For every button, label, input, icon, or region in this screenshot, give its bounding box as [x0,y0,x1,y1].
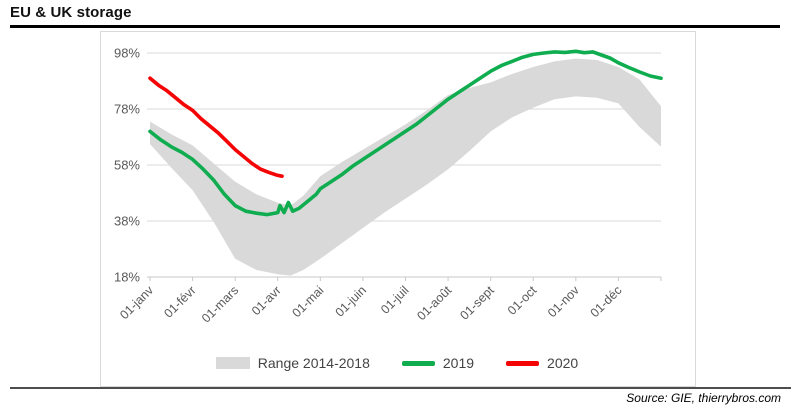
x-tick-label: 01-févr [161,283,198,320]
range-band-area [150,58,661,276]
series-2020-line [148,76,284,178]
title-rule [10,25,780,28]
legend-item-2020: 2020 [506,355,578,371]
legend-label-range: Range 2014-2018 [257,355,370,371]
x-tick-label: 01-mars [199,283,241,325]
page-title: EU & UK storage [10,4,132,21]
line-2019-swatch [401,360,435,366]
y-tick-label: 38% [114,214,140,229]
x-tick-label: 01-nov [545,283,582,320]
range-band-swatch [215,357,250,369]
x-tick-label: 01-avr [249,283,284,318]
legend-item-2019: 2019 [401,355,475,371]
x-tick-label: 01-sept [457,283,497,323]
legend-label-2019: 2019 [442,355,475,371]
footer-rule [10,387,791,389]
x-tick-label: 01-déc [588,283,625,320]
y-tick-label: 18% [114,270,140,285]
x-tick-label: 01-juil [378,283,411,316]
source-credit: Source: GIE, thierrybros.com [626,391,781,405]
x-tick-label: 01-mai [290,283,327,320]
y-tick-label: 58% [114,158,140,173]
series-2019-line [148,49,663,217]
x-tick-label: 01-août [414,283,454,323]
y-tick-label: 78% [114,102,140,117]
y-tick-label: 98% [114,46,140,61]
legend-item-range: Range 2014-2018 [215,355,370,371]
legend-label-2020: 2020 [547,355,579,371]
x-tick-label: 01-juin [333,283,369,319]
x-tick-label: 01-janv [117,283,156,322]
x-tick-label: 01-oct [505,283,540,318]
chart-legend: Range 2014-2018 2019 2020 [100,353,694,373]
line-2020-swatch [506,360,540,366]
